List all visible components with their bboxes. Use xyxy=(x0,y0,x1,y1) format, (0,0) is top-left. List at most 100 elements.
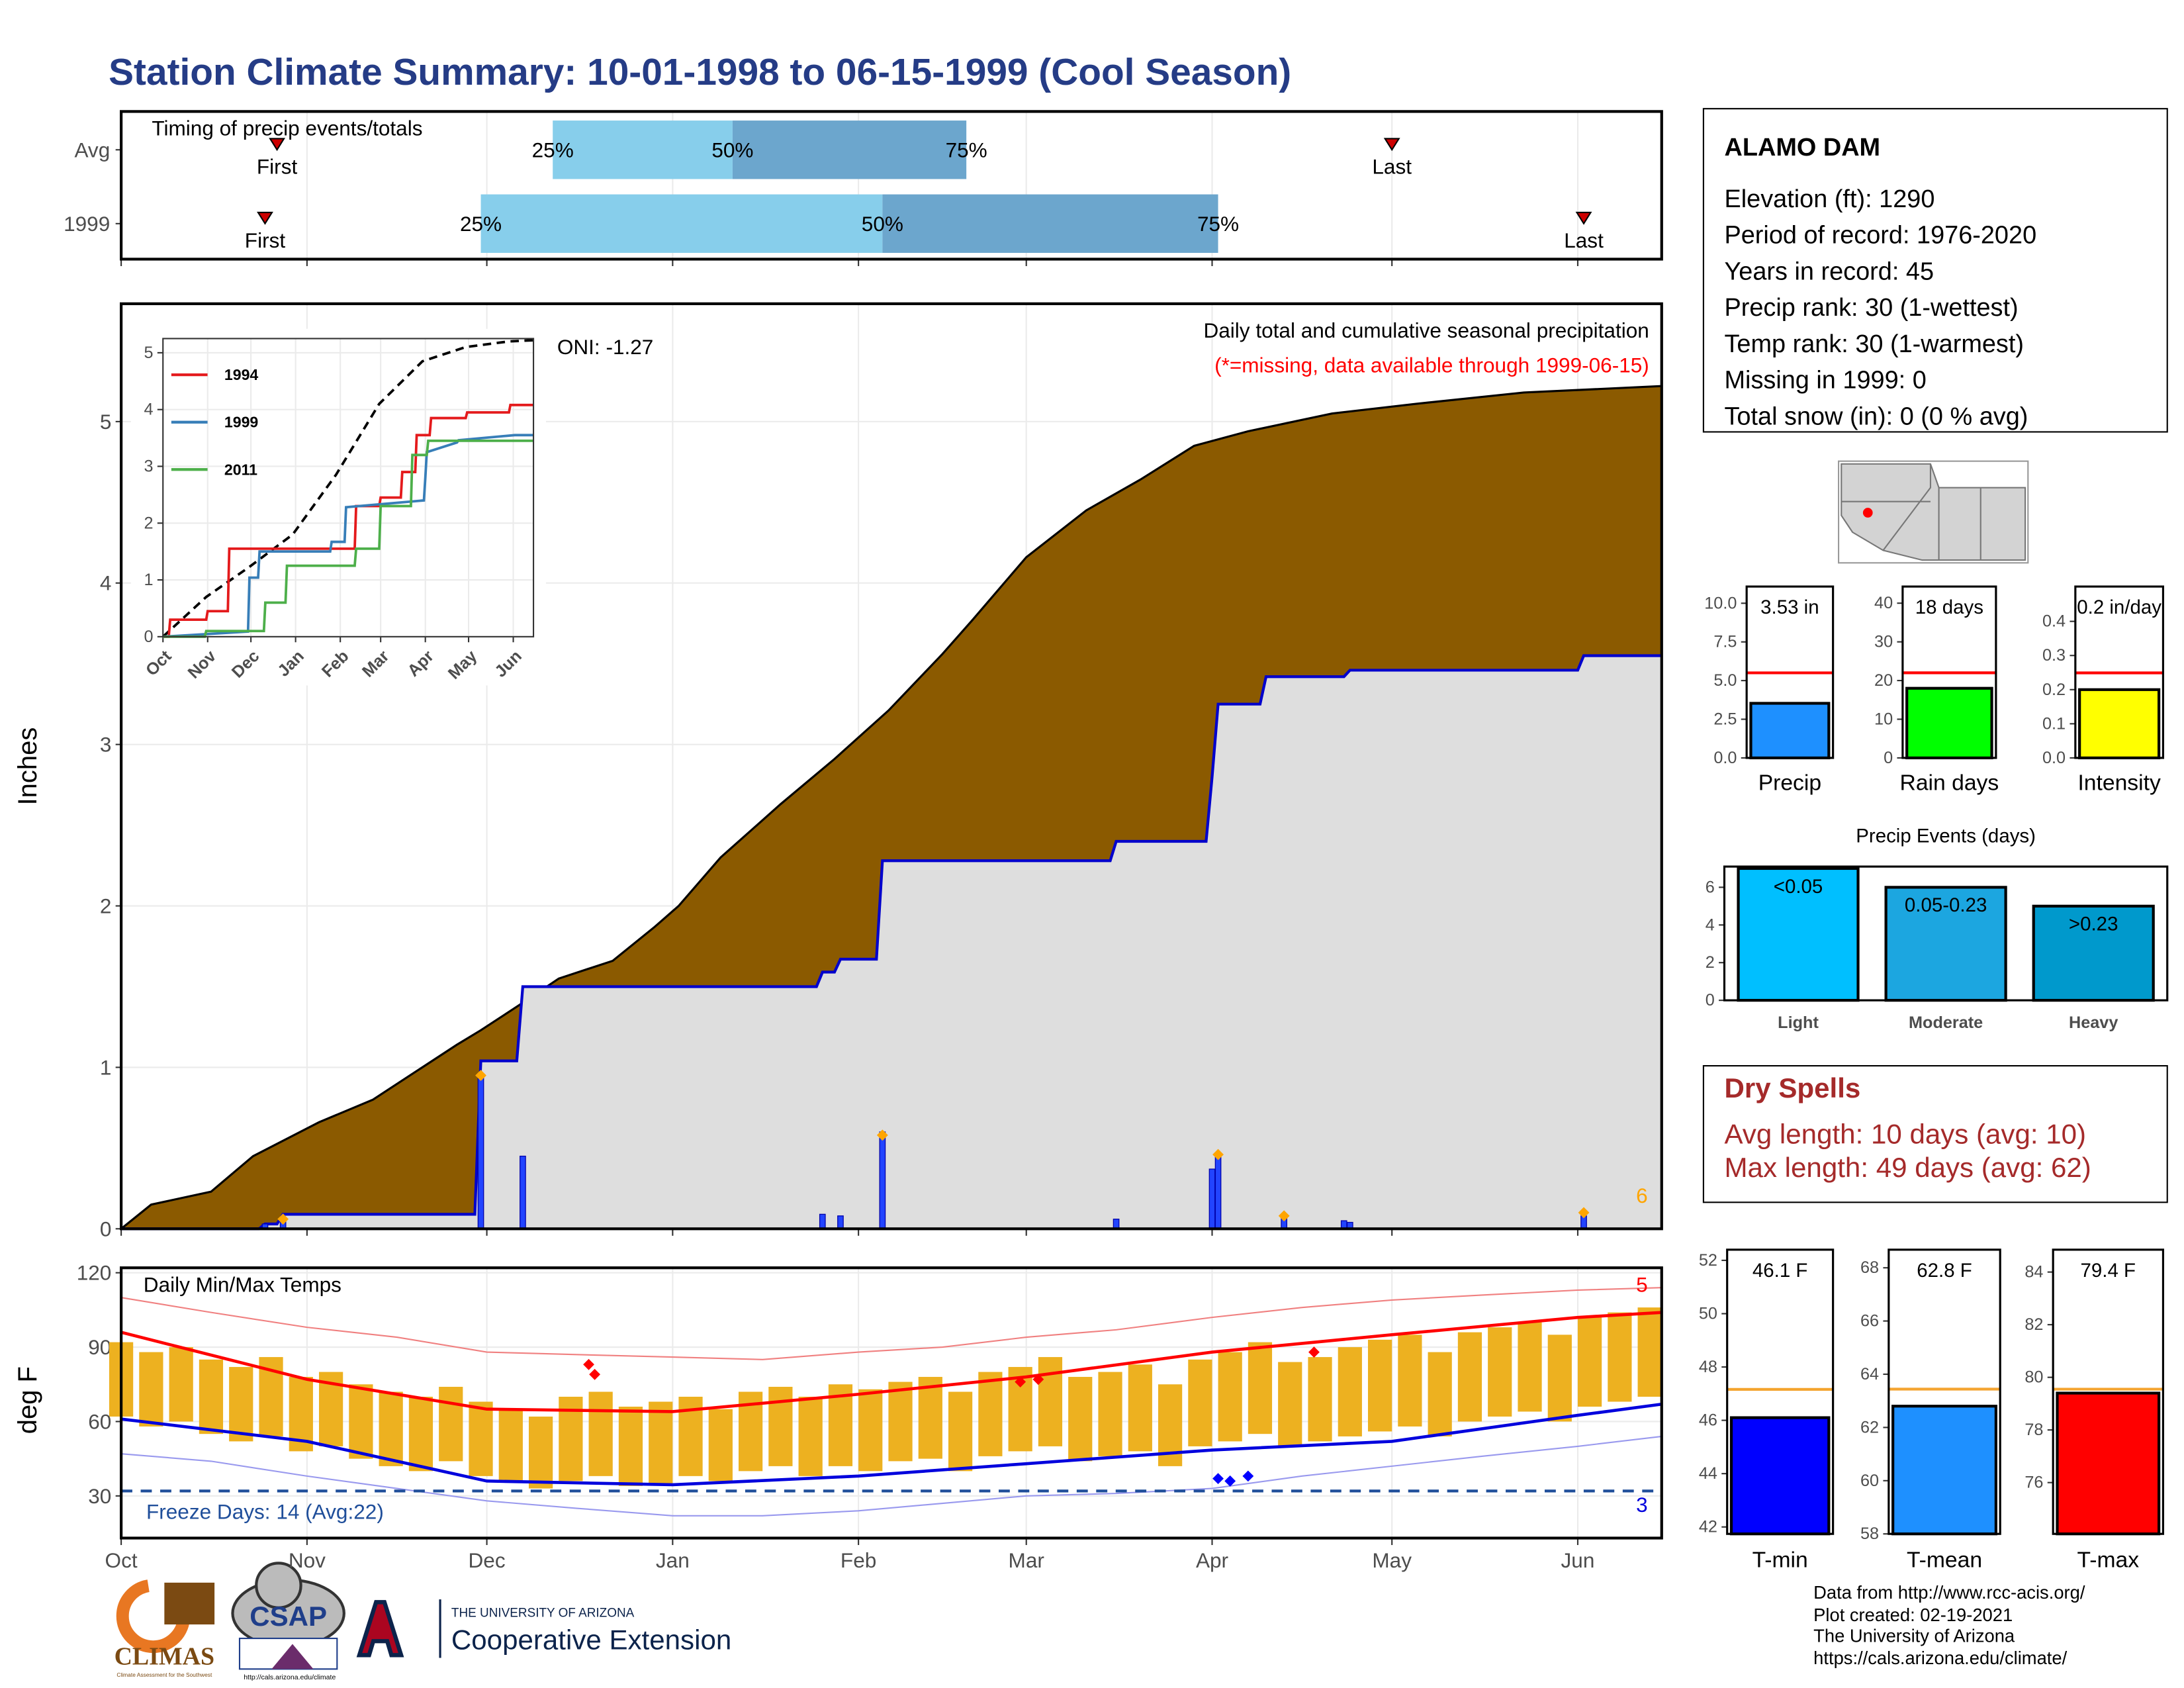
timing-marker xyxy=(1383,138,1400,152)
temp-range-bar xyxy=(1398,1335,1422,1427)
chart-title: Daily Min/Max Temps xyxy=(144,1272,341,1296)
temp-range-bar xyxy=(498,1409,523,1481)
dry-spells-title: Dry Spells xyxy=(1724,1072,1860,1103)
info-line: Precip rank: 30 (1-wettest) xyxy=(1724,294,2018,322)
logo-shape xyxy=(356,1600,404,1658)
daily-precip-bar xyxy=(819,1213,826,1229)
plot-frame xyxy=(1888,1248,2001,1535)
category-label: Intensity xyxy=(2077,771,2161,795)
temp-range-bar xyxy=(1098,1372,1122,1456)
legend-label: 2011 xyxy=(224,461,257,478)
station-dot xyxy=(1862,508,1873,518)
temp-range-bar xyxy=(649,1401,673,1484)
plot-frame xyxy=(1723,865,2169,1002)
temp-range-bar xyxy=(918,1377,942,1459)
y-tick-label: 60 xyxy=(88,1409,111,1433)
daily-precip-bar xyxy=(1214,1155,1222,1229)
first-label: First xyxy=(257,155,298,179)
percent-label: 25% xyxy=(532,138,574,162)
bar xyxy=(1737,867,1860,1002)
average-cumulative-line xyxy=(120,385,1662,1230)
row-label: Avg xyxy=(74,138,110,162)
bar-label: <0.05 xyxy=(1774,876,1823,898)
record-marker xyxy=(583,1358,594,1370)
y-tick-label: 2.5 xyxy=(1713,710,1737,729)
y-tick-label: 84 xyxy=(2025,1263,2043,1282)
y-tick-label: 62 xyxy=(1860,1418,1879,1436)
record-marker xyxy=(1224,1475,1236,1487)
daily-precip-bar xyxy=(520,1155,526,1229)
timing-marker xyxy=(269,138,286,152)
y-tick-label: 20 xyxy=(1874,671,1893,690)
y-tick-label: 0 xyxy=(144,628,153,646)
daily-precip-bar xyxy=(1113,1219,1120,1229)
temp-range-bar xyxy=(1068,1377,1093,1462)
y-tick-label: 3 xyxy=(144,457,153,475)
y-tick-label: 6 xyxy=(1706,878,1715,896)
record-high-count: 5 xyxy=(1636,1272,1648,1296)
percent-label: 50% xyxy=(711,138,753,162)
y-tick-label: 0 xyxy=(1706,991,1715,1009)
dry-spells-line: Max length: 49 days (avg: 62) xyxy=(1724,1152,2091,1183)
y-tick-label: 10 xyxy=(1874,710,1893,729)
bar-label: >0.23 xyxy=(2069,914,2118,935)
y-tick-label: 2 xyxy=(144,514,153,532)
y-tick-label: 50 xyxy=(1699,1305,1717,1323)
csap-logo: CSAP http://cals.arizona.edu/climate xyxy=(231,1562,345,1681)
y-tick-label: 4 xyxy=(100,571,112,595)
percent-label: 75% xyxy=(1197,212,1239,236)
y-tick-label: 0.4 xyxy=(2042,612,2066,631)
bar xyxy=(2056,1391,2161,1536)
temp-range-bar xyxy=(798,1396,823,1476)
temp-range-bar xyxy=(1547,1335,1572,1422)
category-label: Heavy xyxy=(2069,1013,2118,1032)
climas-logo: CLIMAS Climate Assessment for the Southw… xyxy=(114,1579,214,1678)
record-marker xyxy=(1308,1346,1320,1358)
temp-range-bar xyxy=(1128,1364,1152,1452)
bar xyxy=(2032,904,2155,1002)
dry-spells-box xyxy=(1702,1064,2168,1203)
daily-precip-bar xyxy=(477,1074,484,1229)
temp-range-bar xyxy=(1488,1327,1512,1417)
chart-subtitle: (*=missing, data available through 1999-… xyxy=(1214,353,1649,377)
temp-range-bar xyxy=(1308,1357,1332,1442)
percent-label: 25% xyxy=(460,212,502,236)
freeze-label: Freeze Days: 14 (Avg:22) xyxy=(146,1500,384,1524)
percent-label: 75% xyxy=(946,138,987,162)
range-bar-lower xyxy=(553,120,733,179)
plot-frame xyxy=(2074,585,2165,759)
y-tick-label: 5 xyxy=(100,410,112,434)
y-tick-label: 5.0 xyxy=(1713,671,1737,690)
locator-map xyxy=(1838,460,2029,564)
max-marker xyxy=(1278,1210,1290,1222)
y-tick-label: 5 xyxy=(144,344,153,362)
last-label: Last xyxy=(1372,155,1412,179)
y-tick-label: 48 xyxy=(1699,1358,1717,1376)
y-tick-label: 44 xyxy=(1699,1464,1717,1483)
temp-range-bar xyxy=(1188,1359,1212,1446)
info-box xyxy=(1702,108,2168,433)
inset-background xyxy=(130,328,546,686)
temp-range-bar xyxy=(1338,1347,1362,1436)
oni-annotation: ONI: -1.27 xyxy=(557,335,654,359)
category-label: T-mean xyxy=(1907,1548,1982,1573)
temp-range-bar xyxy=(858,1389,883,1472)
value-label: 18 days xyxy=(1915,596,1983,618)
max-marker xyxy=(475,1070,486,1082)
plot-frame xyxy=(2052,1248,2165,1535)
temp-range-bar xyxy=(379,1391,403,1466)
max-marker xyxy=(277,1213,289,1225)
temp-range-bar xyxy=(439,1387,463,1462)
y-tick-label: 0 xyxy=(100,1217,112,1241)
y-tick-label: 66 xyxy=(1860,1312,1879,1331)
y-tick-label: 42 xyxy=(1699,1518,1717,1536)
y-tick-label: 76 xyxy=(2025,1474,2043,1492)
x-tick-label: Apr xyxy=(1196,1548,1228,1572)
y-tick-label: 3 xyxy=(100,733,112,757)
footer-line: https://cals.arizona.edu/climate/ xyxy=(1813,1648,2067,1668)
logo-text: THE UNIVERSITY OF ARIZONA xyxy=(451,1607,635,1620)
y-tick-label: 82 xyxy=(2025,1315,2043,1334)
y-tick-label: 60 xyxy=(1860,1472,1879,1490)
ua-logo: THE UNIVERSITY OF ARIZONA Cooperative Ex… xyxy=(356,1599,731,1658)
bar xyxy=(2078,688,2161,760)
